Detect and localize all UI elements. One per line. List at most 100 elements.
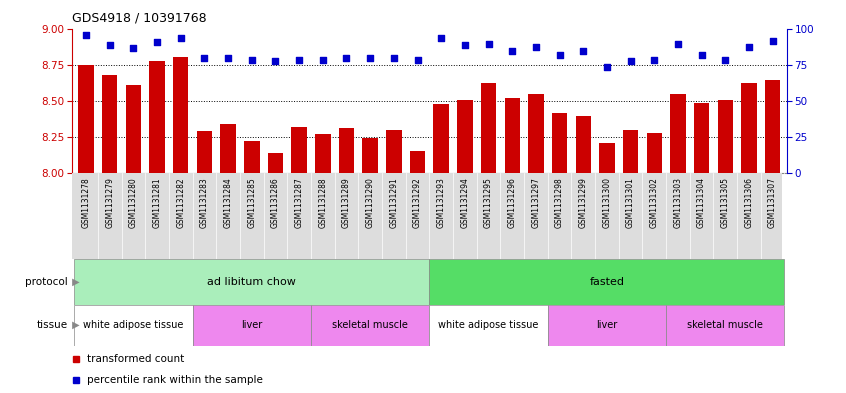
Bar [193, 305, 311, 346]
Bar [409, 151, 426, 173]
Point [624, 58, 637, 64]
Text: GSM1131279: GSM1131279 [105, 177, 114, 228]
Bar [102, 75, 118, 173]
Text: GSM1131281: GSM1131281 [152, 177, 162, 228]
Bar [244, 141, 260, 173]
Text: GSM1131293: GSM1131293 [437, 177, 446, 228]
Bar [623, 130, 638, 173]
Text: GSM1131301: GSM1131301 [626, 177, 635, 228]
Bar [197, 131, 212, 173]
Text: GDS4918 / 10391768: GDS4918 / 10391768 [72, 12, 206, 25]
Bar [386, 130, 402, 173]
Text: protocol: protocol [25, 277, 68, 287]
Text: GSM1131297: GSM1131297 [531, 177, 541, 228]
Point [174, 35, 188, 41]
Text: GSM1131296: GSM1131296 [508, 177, 517, 228]
Bar [599, 143, 614, 173]
Text: transformed count: transformed count [86, 354, 184, 364]
Point [695, 52, 708, 59]
Point [198, 55, 212, 61]
Bar [528, 94, 544, 173]
Text: skeletal muscle: skeletal muscle [687, 320, 763, 330]
Point [505, 48, 519, 54]
Point [718, 57, 732, 63]
Text: GSM1131283: GSM1131283 [200, 177, 209, 228]
Point [766, 38, 779, 44]
Bar [429, 305, 547, 346]
Bar [362, 138, 378, 173]
Bar [311, 305, 429, 346]
Text: GSM1131306: GSM1131306 [744, 177, 754, 228]
Text: GSM1131305: GSM1131305 [721, 177, 730, 228]
Bar [173, 57, 189, 173]
Point [316, 57, 330, 63]
Text: GSM1131290: GSM1131290 [365, 177, 375, 228]
Text: white adipose tissue: white adipose tissue [83, 320, 184, 330]
Bar [74, 259, 429, 305]
Text: ad libitum chow: ad libitum chow [207, 277, 296, 287]
Text: GSM1131288: GSM1131288 [318, 177, 327, 228]
Text: GSM1131287: GSM1131287 [294, 177, 304, 228]
Text: skeletal muscle: skeletal muscle [332, 320, 408, 330]
Text: GSM1131289: GSM1131289 [342, 177, 351, 228]
Point [269, 58, 283, 64]
Point [151, 39, 164, 46]
Point [127, 45, 140, 51]
Text: white adipose tissue: white adipose tissue [438, 320, 539, 330]
Text: GSM1131292: GSM1131292 [413, 177, 422, 228]
Bar [126, 85, 141, 173]
Bar [646, 133, 662, 173]
Text: GSM1131307: GSM1131307 [768, 177, 777, 228]
Bar [457, 100, 473, 173]
Bar [670, 94, 685, 173]
Text: GSM1131282: GSM1131282 [176, 177, 185, 228]
Point [364, 55, 377, 61]
Bar [429, 259, 784, 305]
Point [103, 42, 117, 48]
Point [671, 40, 684, 47]
Text: ▶: ▶ [69, 277, 80, 287]
Point [80, 32, 93, 39]
Bar [268, 153, 283, 173]
Bar [504, 98, 520, 173]
Text: GSM1131300: GSM1131300 [602, 177, 612, 228]
Point [600, 64, 613, 70]
Bar [433, 104, 449, 173]
Text: tissue: tissue [36, 320, 68, 330]
Text: fasted: fasted [590, 277, 624, 287]
Text: GSM1131278: GSM1131278 [81, 177, 91, 228]
Bar [481, 83, 497, 173]
Text: liver: liver [241, 320, 262, 330]
Text: GSM1131285: GSM1131285 [247, 177, 256, 228]
Text: ▶: ▶ [69, 320, 80, 330]
Bar [315, 134, 331, 173]
Point [458, 42, 471, 48]
Bar [221, 124, 236, 173]
Bar [150, 61, 165, 173]
Bar [741, 83, 756, 173]
Point [552, 52, 566, 59]
Point [293, 57, 306, 63]
Point [576, 48, 590, 54]
Text: GSM1131294: GSM1131294 [460, 177, 470, 228]
Text: GSM1131291: GSM1131291 [389, 177, 398, 228]
Bar [338, 129, 354, 173]
Point [481, 40, 495, 47]
Point [411, 57, 425, 63]
Bar [765, 80, 780, 173]
Bar [74, 305, 193, 346]
Text: GSM1131298: GSM1131298 [555, 177, 564, 228]
Bar [79, 65, 94, 173]
Point [222, 55, 235, 61]
Text: GSM1131280: GSM1131280 [129, 177, 138, 228]
Bar [552, 113, 567, 173]
Point [529, 44, 542, 50]
Point [245, 57, 259, 63]
Text: GSM1131286: GSM1131286 [271, 177, 280, 228]
Point [434, 35, 448, 41]
Bar [717, 100, 733, 173]
Point [742, 44, 755, 50]
Bar [547, 305, 666, 346]
Point [340, 55, 354, 61]
Bar [575, 116, 591, 173]
